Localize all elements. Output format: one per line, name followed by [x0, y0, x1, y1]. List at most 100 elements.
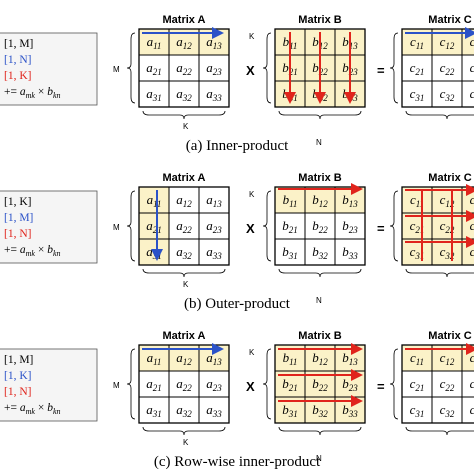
brace-a-cols — [142, 426, 226, 436]
code-line-2: [1, N] — [4, 228, 31, 240]
brace-c-rows — [389, 32, 399, 104]
matrix-a-cell-label: a22 — [176, 60, 192, 77]
matrix-a-cell — [168, 370, 200, 398]
matrix-c-cell — [401, 238, 433, 266]
matrix-a-cell-label: a23 — [206, 60, 222, 77]
matrix-b-title: Matrix B — [298, 14, 341, 26]
matrix-c-cell-label: c12 — [440, 192, 455, 209]
matrix-a-border — [138, 344, 230, 424]
brace-a-rows — [126, 32, 136, 104]
dim-label: N — [316, 138, 322, 147]
matrix-c-cell-label: c12 — [440, 34, 455, 51]
matrix-c-cell-label: c11 — [410, 34, 424, 51]
matrix-a-title: Matrix A — [163, 330, 206, 342]
matrix-a-cell-label: a33 — [206, 402, 222, 419]
matrix-c-cell-label: c13 — [470, 34, 474, 51]
matrix-c-matrix: Matrix C c11 c12 c13 c21 c22 c23 c31 c32 c33 — [401, 172, 474, 266]
matrix-b-cell — [304, 212, 336, 240]
matrix-b-cell-label: b22 — [312, 376, 328, 393]
matrix-c-cell-label: c21 — [410, 218, 425, 235]
code-line-0: [1, K] — [4, 196, 31, 208]
matrix-a-cell-label: a21 — [146, 376, 162, 393]
matrix-b-border — [274, 28, 366, 108]
equals-operator: = — [377, 379, 385, 394]
brace-a-rows — [126, 348, 136, 420]
matrix-a-title: Matrix A — [163, 14, 206, 26]
matrix-c-border — [401, 186, 474, 266]
matrix-b-cell — [274, 238, 306, 266]
matrix-a-cell-label: a12 — [176, 192, 192, 209]
matrix-b-cell-label: b21 — [282, 218, 298, 235]
matrix-b-cell — [274, 186, 306, 214]
matrix-c-cell-label: c12 — [440, 350, 455, 367]
matrix-c-cell — [461, 54, 474, 82]
code-line-0: [1, M] — [4, 38, 33, 50]
matrix-b-cell-label: b32 — [312, 244, 328, 261]
panel-1: [1, M] [1, N] [1, K] += amk × bkn Matrix A a1… — [0, 14, 474, 154]
matrix-b-cell-label: b11 — [283, 350, 298, 367]
code-line-1: [1, M] — [4, 212, 33, 224]
matrix-a-cell-label: a12 — [176, 350, 192, 367]
brace-a-cols — [142, 110, 226, 120]
matrix-b-cell-label: b13 — [342, 192, 358, 209]
dim-label: M — [113, 65, 120, 74]
matrix-b-cell-label: b21 — [282, 376, 298, 393]
matrix-a-cell-label: a32 — [176, 86, 192, 103]
matrix-a-cell — [198, 396, 230, 424]
matrix-c-cell-label: c32 — [440, 402, 455, 419]
matrix-b-cell-label: b22 — [312, 218, 328, 235]
brace-c-cols — [405, 426, 474, 436]
matrix-b-cell-label: b11 — [283, 34, 298, 51]
matrix-b-title: Matrix B — [298, 330, 341, 342]
matrix-c-cell-label: c11 — [410, 192, 424, 209]
times-operator: X — [246, 221, 255, 236]
matrix-a-cell — [198, 80, 230, 108]
matrix-a-cell-label: a12 — [176, 34, 192, 51]
matrix-c-matrix: Matrix C c11 c12 c13 c21 c22 c23 c31 c32 c33 — [401, 330, 474, 424]
matrix-c-cell — [431, 54, 463, 82]
matrix-c-cell — [461, 370, 474, 398]
matrix-a-title: Matrix A — [163, 172, 206, 184]
matrix-a-cell-label: a31 — [146, 86, 162, 103]
brace-b-rows — [262, 348, 272, 420]
code-line-1: [1, N] — [4, 54, 31, 66]
matrix-a-cell — [138, 54, 170, 82]
matrix-c-border — [401, 28, 474, 108]
matrix-c-cell — [401, 396, 433, 424]
matrix-c-cell-label: c23 — [470, 60, 474, 77]
code-line-2: [1, N] — [4, 386, 31, 398]
dim-label: N — [316, 454, 322, 463]
matrix-a-cell-label: a32 — [176, 402, 192, 419]
matrix-b-cell-label: b32 — [312, 402, 328, 419]
matrix-c-cell-label: c32 — [440, 244, 455, 261]
brace-c-rows — [389, 348, 399, 420]
matrix-c-cell-label: c22 — [440, 218, 455, 235]
code-box — [0, 32, 98, 106]
matrix-b-title: Matrix B — [298, 172, 341, 184]
matrix-c-cell-label: c11 — [410, 350, 424, 367]
matrix-c-cell-label: c31 — [410, 244, 425, 261]
matrix-c-cell-label: c31 — [410, 86, 425, 103]
matrix-a-cell-label: a33 — [206, 86, 222, 103]
brace-b-rows — [262, 190, 272, 262]
dim-label: M — [113, 223, 120, 232]
equals-operator: = — [377, 221, 385, 236]
matrix-c-title: Matrix C — [428, 14, 471, 26]
code-line-2: [1, K] — [4, 70, 31, 82]
matrix-c-cell-label: c22 — [440, 376, 455, 393]
matrix-c-cell-label: c33 — [470, 402, 474, 419]
matrix-b-border — [274, 344, 366, 424]
matrix-a-cell-label: a21 — [146, 60, 162, 77]
brace-b-cols — [278, 110, 362, 120]
dim-label: K — [249, 32, 255, 41]
matrix-a-cell — [168, 54, 200, 82]
dim-label: K — [183, 280, 189, 289]
matrix-c-cell-label: c21 — [410, 376, 425, 393]
matrix-c-cell — [431, 212, 463, 240]
code-line-3: += amk × bkn — [4, 86, 61, 100]
